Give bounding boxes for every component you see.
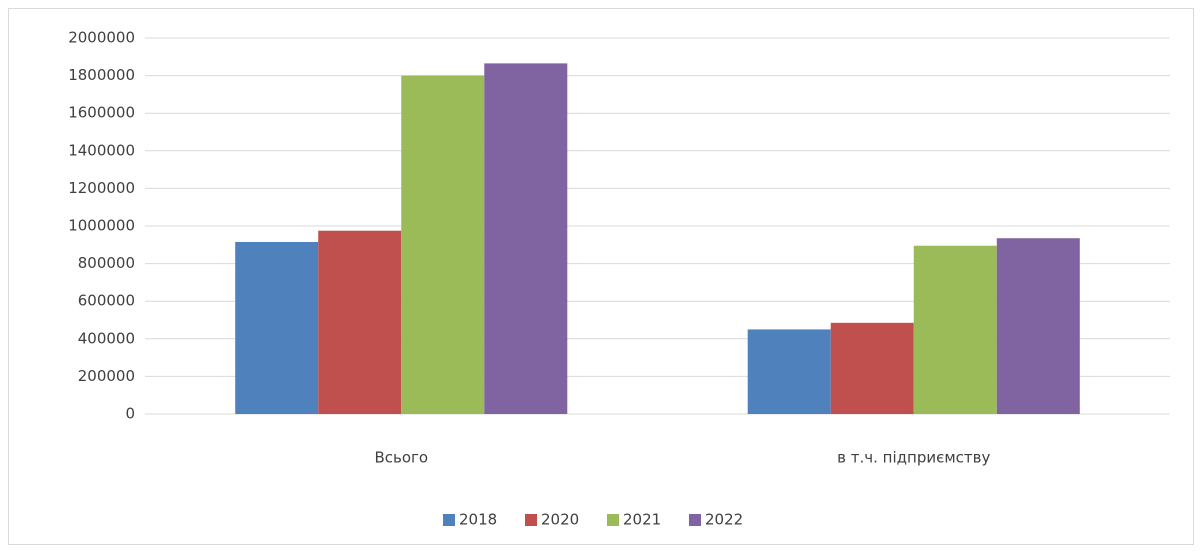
y-tick-label: 0 xyxy=(125,405,135,423)
bar xyxy=(747,329,831,414)
legend-swatch xyxy=(525,514,537,526)
y-tick-label: 800000 xyxy=(78,254,135,272)
legend-swatch xyxy=(443,514,455,526)
y-tick-label: 1200000 xyxy=(68,179,135,197)
bar xyxy=(318,230,402,414)
y-tick-label: 600000 xyxy=(78,292,135,310)
bar xyxy=(996,238,1080,414)
legend-label: 2018 xyxy=(459,511,497,529)
bar xyxy=(913,245,997,414)
bar xyxy=(830,322,914,414)
legend-label: 2020 xyxy=(541,511,579,529)
y-tick-label: 400000 xyxy=(78,329,135,347)
x-tick-label: Всього xyxy=(374,449,428,467)
y-tick-label: 1000000 xyxy=(68,217,135,235)
y-tick-label: 200000 xyxy=(78,367,135,385)
x-tick-label: в т.ч. підприємству xyxy=(837,449,990,467)
legend-label: 2022 xyxy=(705,511,743,529)
y-tick-label: 1600000 xyxy=(68,104,135,122)
bar xyxy=(401,75,485,414)
legend-swatch xyxy=(689,514,701,526)
legend-label: 2021 xyxy=(623,511,661,529)
bar xyxy=(484,63,568,414)
bar xyxy=(235,241,319,414)
y-tick-label: 1800000 xyxy=(68,66,135,84)
legend-swatch xyxy=(607,514,619,526)
y-tick-label: 2000000 xyxy=(68,29,135,47)
y-tick-label: 1400000 xyxy=(68,141,135,159)
